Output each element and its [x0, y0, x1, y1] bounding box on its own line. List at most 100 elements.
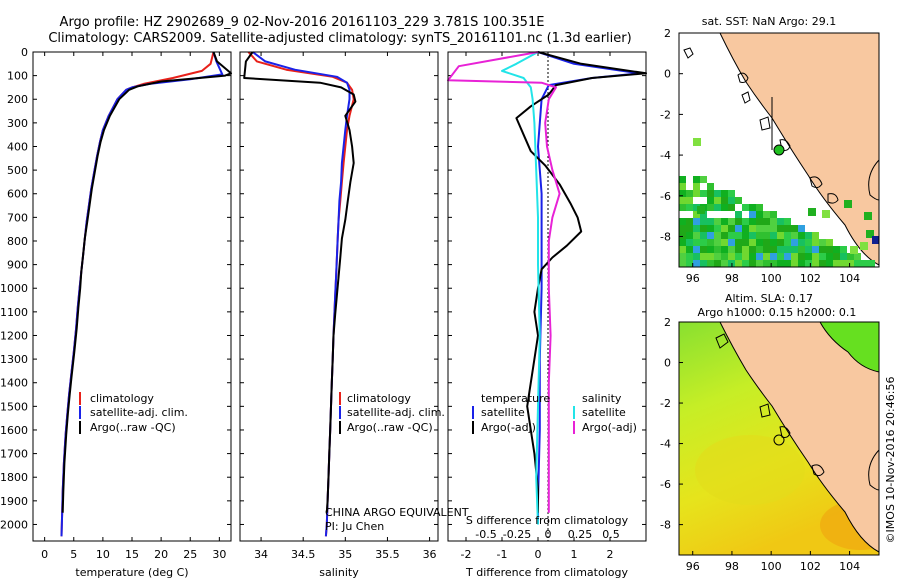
sst-cell	[742, 260, 749, 267]
sst-cell	[812, 260, 819, 267]
salinity-x-label: salinity	[319, 566, 359, 579]
sst-cell	[770, 246, 777, 253]
sst-cell	[826, 246, 833, 253]
lat-tick-label: -6	[660, 190, 671, 203]
sst-cell	[679, 260, 686, 267]
sst-cell	[860, 242, 868, 250]
sst-cell	[784, 218, 791, 225]
temperature-depth-ticks: 0 100 200 300 400 500 600 700 800 900 1000 1100 1200…	[0, 46, 231, 531]
sst-cell	[805, 239, 812, 246]
sst-cell	[819, 239, 826, 246]
sst-cell	[714, 260, 721, 267]
argo-position-marker	[773, 434, 785, 446]
series-line-temperature-argo-adj-	[515, 51, 647, 513]
sst-cell	[798, 246, 805, 253]
sst-cell	[707, 190, 714, 197]
depth-tick-label: 1800	[0, 471, 28, 484]
x-tick-label: 2	[607, 548, 614, 561]
sst-cell	[735, 260, 742, 267]
sst-cell	[777, 260, 784, 267]
sst-cell	[826, 260, 833, 267]
sst-cell	[840, 246, 847, 253]
sst-cell	[686, 246, 693, 253]
sst-cell	[693, 190, 700, 197]
lat-tick-label: -6	[660, 478, 671, 491]
sst-cell	[714, 246, 721, 253]
sst-cell	[707, 232, 714, 239]
depth-tick-label: 300	[7, 117, 28, 130]
java-land	[868, 449, 879, 491]
depth-tick-label: 1400	[0, 377, 28, 390]
x-tick-label: 35.5	[375, 548, 400, 561]
sst-cell	[756, 204, 763, 211]
sst-cell	[756, 225, 763, 232]
sst-cell	[749, 204, 756, 211]
sst-cell	[770, 232, 777, 239]
sst-cell	[763, 232, 770, 239]
sst-cell	[721, 239, 728, 246]
island	[737, 72, 749, 83]
sst-cell	[798, 225, 805, 232]
sst-cell	[707, 253, 714, 260]
sst-cell	[721, 232, 728, 239]
island	[759, 116, 771, 131]
sst-cell	[693, 253, 700, 260]
sst-cell	[707, 197, 714, 204]
sst-cell	[784, 246, 791, 253]
sst-cell	[714, 225, 721, 232]
lon-tick-label: 96	[686, 560, 700, 573]
salinity-legend-argo: Argo(..raw -QC)	[347, 421, 433, 434]
sst-cell	[700, 176, 707, 183]
sst-cell	[679, 197, 686, 204]
lon-tick-label: 104	[839, 272, 860, 285]
sst-cell	[791, 239, 798, 246]
difference-plot-frame	[447, 51, 647, 542]
island	[759, 403, 771, 418]
sst-cell	[861, 260, 868, 267]
x-tick-label: 34.5	[291, 548, 316, 561]
top-tick-label: 0.25	[568, 528, 593, 541]
sst-cell	[854, 253, 861, 260]
sst-cell	[756, 246, 763, 253]
lat-tick-label: 0	[664, 68, 671, 81]
sst-cell	[700, 225, 707, 232]
series-line-argo-raw-qc-	[61, 51, 232, 513]
sst-cell	[714, 218, 721, 225]
sst-cell	[721, 190, 728, 197]
sst-cell	[714, 197, 721, 204]
sst-cell	[735, 253, 742, 260]
sst-cell	[749, 232, 756, 239]
sst-cell	[749, 218, 756, 225]
difference-x-ticks: -2 -1 0 1 2	[461, 52, 614, 561]
sst-cell	[791, 246, 798, 253]
sst-cell	[833, 246, 840, 253]
sst-cell	[686, 204, 693, 211]
salinity-x-ticks: 34 34.5 35 35.5 36	[254, 52, 437, 561]
s-difference-title: S difference from climatology	[466, 514, 629, 527]
sst-cell	[826, 253, 833, 260]
difference-depth-ticks	[448, 51, 646, 525]
float-program-annotation: CHINA ARGO EQUIVALENT	[325, 506, 469, 519]
sst-cell	[756, 253, 763, 260]
depth-tick-label: 1500	[0, 400, 28, 413]
pi-annotation: PI: Ju Chen	[325, 520, 384, 533]
salinity-depth-ticks	[240, 51, 438, 525]
legend-temperature-header: temperature	[481, 392, 550, 405]
temperature-panel: 0100200300400500600700800900100011001200…	[0, 46, 232, 579]
sst-cell	[721, 246, 728, 253]
sst-cell	[697, 206, 705, 214]
salinity-legend-climatology: climatology	[347, 392, 411, 405]
temperature-legend: climatology satellite-adj. clim. Argo(..…	[79, 392, 188, 434]
sst-cell	[728, 197, 735, 204]
sst-cell	[714, 204, 721, 211]
temperature-plot-frame	[32, 51, 232, 542]
sst-cell	[693, 183, 700, 190]
difference-series	[447, 51, 647, 525]
sst-cell	[777, 218, 784, 225]
sst-cell	[721, 253, 728, 260]
lat-tick-label: -8	[660, 519, 671, 532]
lat-tick-label: -4	[660, 438, 671, 451]
sst-cell	[707, 218, 714, 225]
sst-cell	[742, 204, 749, 211]
